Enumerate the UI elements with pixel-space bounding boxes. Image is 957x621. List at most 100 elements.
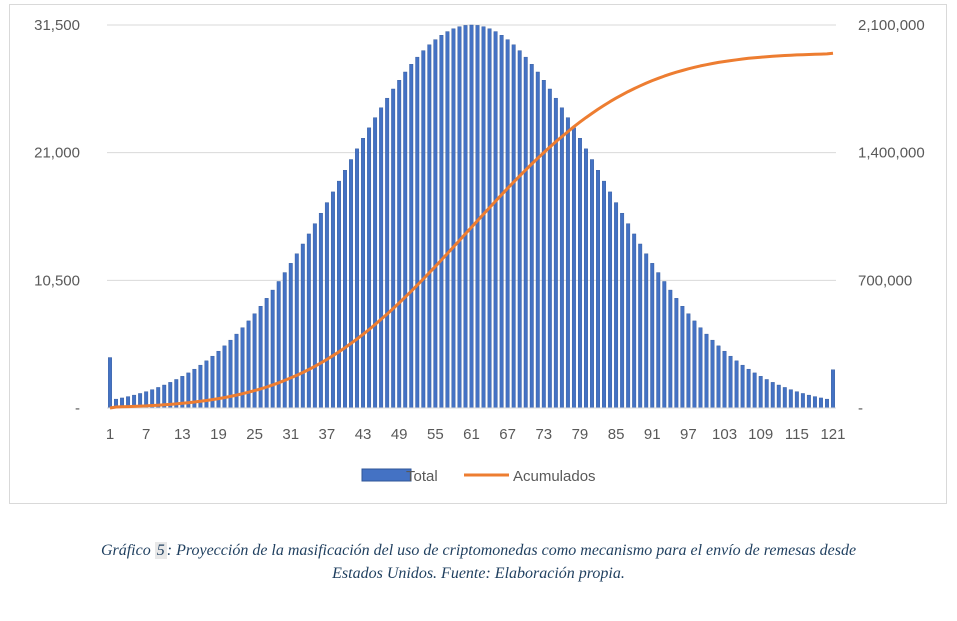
bar xyxy=(547,88,552,409)
bar xyxy=(421,50,426,409)
bar xyxy=(300,243,305,409)
bar xyxy=(535,71,540,409)
bar xyxy=(493,31,498,409)
bar xyxy=(674,298,679,409)
bar xyxy=(764,379,769,409)
bar xyxy=(240,327,245,409)
bar xyxy=(108,357,112,409)
bar xyxy=(517,50,522,409)
bar xyxy=(427,44,432,409)
bar xyxy=(818,397,823,409)
legend-label-total: Total xyxy=(406,468,438,485)
bar xyxy=(487,28,492,409)
figure-caption: Gráfico 5: Proyección de la masificación… xyxy=(0,539,957,585)
caption-prefix: Gráfico xyxy=(100,542,155,559)
bar xyxy=(282,272,287,409)
bar xyxy=(614,202,619,409)
bar xyxy=(397,80,402,409)
y-right-tick: 700,000 xyxy=(858,272,912,289)
y-right-tick-labels: - 700,000 1,400,000 2,100,000 xyxy=(858,17,925,417)
x-tick: 1 xyxy=(106,426,114,443)
bar xyxy=(626,223,631,409)
bar xyxy=(499,35,504,409)
bar xyxy=(288,263,293,409)
bar xyxy=(270,289,275,409)
bar xyxy=(680,306,685,409)
bar xyxy=(602,180,606,409)
bar xyxy=(445,31,450,409)
bar xyxy=(529,64,534,409)
bar xyxy=(373,117,378,409)
legend-swatch-total xyxy=(361,468,412,482)
bar xyxy=(806,394,811,409)
bar xyxy=(590,159,594,409)
bar xyxy=(638,243,643,409)
x-tick: 61 xyxy=(463,426,480,443)
x-tick: 25 xyxy=(246,426,263,443)
x-tick: 115 xyxy=(785,426,809,443)
x-tick: 67 xyxy=(499,426,516,443)
bar xyxy=(367,127,372,409)
bar xyxy=(246,320,251,409)
bar xyxy=(324,202,329,409)
y-left-tick-labels: - 10,500 21,000 31,500 xyxy=(34,17,80,417)
bar xyxy=(728,355,733,409)
bar xyxy=(710,339,715,409)
bar xyxy=(825,398,829,409)
caption-number: 5 xyxy=(154,542,167,559)
bar xyxy=(409,64,414,409)
bar xyxy=(632,233,637,409)
y-left-tick: 31,500 xyxy=(34,17,80,34)
bar xyxy=(776,384,781,409)
bar xyxy=(571,127,576,409)
bar xyxy=(831,369,835,409)
x-tick: 43 xyxy=(355,426,372,443)
y-left-tick: 10,500 xyxy=(34,272,80,289)
bar xyxy=(469,24,474,409)
bar xyxy=(577,138,582,409)
chart-frame: - 10,500 21,000 31,500 - 700,000 1,400,000 2,1… xyxy=(9,4,947,504)
bar xyxy=(740,364,745,409)
bar xyxy=(704,333,709,409)
x-tick: 55 xyxy=(427,426,444,443)
bar xyxy=(439,35,444,409)
bar xyxy=(782,387,787,409)
bar xyxy=(800,393,805,409)
bar xyxy=(318,212,323,409)
bar xyxy=(234,333,239,409)
x-tick: 31 xyxy=(282,426,299,443)
bar xyxy=(722,350,727,409)
bar xyxy=(451,28,456,409)
legend: Total Acumulados xyxy=(361,468,596,485)
bar xyxy=(415,56,420,409)
bar xyxy=(433,39,438,409)
x-tick: 109 xyxy=(748,426,773,443)
bar xyxy=(379,107,384,409)
bar xyxy=(559,107,564,409)
bar xyxy=(662,281,667,409)
x-tick: 103 xyxy=(712,426,737,443)
y-right-tick: 1,400,000 xyxy=(858,145,925,162)
bar xyxy=(758,376,763,409)
x-tick: 73 xyxy=(535,426,552,443)
bar xyxy=(788,389,793,409)
bar xyxy=(511,44,516,409)
x-tick: 121 xyxy=(820,426,845,443)
bar xyxy=(264,298,269,409)
bar xyxy=(349,159,353,409)
bar xyxy=(337,180,341,409)
x-tick: 13 xyxy=(174,426,191,443)
bar xyxy=(463,25,468,409)
bar xyxy=(584,148,588,409)
bar xyxy=(608,191,613,409)
bars-series-total xyxy=(108,24,835,409)
bar xyxy=(692,320,697,409)
bar xyxy=(716,345,721,409)
bar xyxy=(656,272,661,409)
bar xyxy=(698,327,703,409)
bar xyxy=(361,138,366,409)
bar xyxy=(770,382,775,409)
bar xyxy=(565,117,570,409)
bar xyxy=(330,191,335,409)
x-tick: 49 xyxy=(391,426,408,443)
